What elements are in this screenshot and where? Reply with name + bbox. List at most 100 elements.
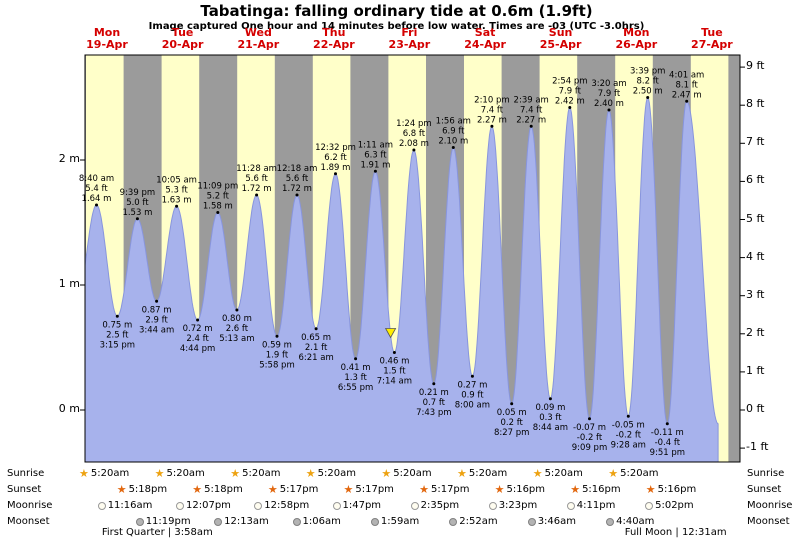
sun-set-icon: ★	[494, 483, 505, 496]
annotation-line: 2.47 m	[672, 90, 702, 100]
day-name: Wed	[244, 26, 272, 39]
annotation-line: 0.7 ft	[423, 398, 446, 408]
annotation-line: 2.27 m	[516, 115, 546, 125]
event-time: 5:20am	[620, 468, 659, 479]
tide-low-annotation: 0.65 m 2.1 ft 6:21 am	[298, 333, 333, 363]
right-axis-label: 2 ft	[746, 325, 765, 339]
day-label: Tue 27-Apr	[691, 27, 733, 51]
annotation-line: 1.9 ft	[266, 350, 289, 360]
moonrise-event: 12:58pm	[254, 499, 309, 512]
event-time: 5:17pm	[430, 484, 470, 495]
tide-high-annotation: 3:20 am 7.9 ft 2.40 m	[591, 79, 626, 109]
event-time: 11:19pm	[145, 516, 191, 527]
annotation-line: 0.9 ft	[461, 390, 484, 400]
tide-extreme-dot	[95, 203, 98, 207]
annotation-line: 11:09 pm	[197, 182, 238, 192]
annotation-line: 8.2 ft	[636, 77, 659, 87]
annotation-line: -0.05 m	[612, 420, 645, 430]
sun-set-icon: ★	[645, 483, 656, 496]
tide-extreme-dot	[470, 374, 474, 378]
sun-set-icon: ★	[116, 483, 127, 496]
sun-set-icon: ★	[192, 483, 203, 496]
event-time: 5:17pm	[355, 484, 394, 495]
event-time: 5:16pm	[506, 484, 546, 495]
annotation-line: 2.5 ft	[106, 330, 129, 340]
annotation-line: 0.27 m	[457, 380, 487, 390]
moonset-event: 4:40am	[606, 515, 654, 528]
annotation-line: -0.11 m	[651, 428, 684, 438]
moonset-event: 2:52am	[449, 515, 498, 528]
plot-border	[84, 54, 741, 463]
day-label: Fri 23-Apr	[389, 27, 431, 51]
tide-extreme-dot	[451, 146, 455, 149]
tide-extreme-dot	[607, 108, 611, 112]
sunrise-event: ★ 5:20am	[79, 467, 129, 480]
annotation-line: 0.65 m	[301, 333, 331, 343]
current-time-marker-icon	[384, 328, 397, 339]
right-axis-label: 4 ft	[746, 249, 765, 263]
moon-set-icon	[606, 517, 615, 526]
day-label: Mon 26-Apr	[615, 27, 657, 51]
sunrise-event: ★ 5:20am	[533, 467, 583, 480]
day-name: Thu	[322, 26, 346, 39]
tide-extreme-dot	[314, 327, 318, 331]
tide-extreme-dot	[216, 211, 220, 214]
tide-low-annotation: 0.75 m 2.5 ft 3:15 pm	[100, 320, 135, 350]
right-axis-label: -1 ft	[746, 440, 769, 454]
day-label: Sun 25-Apr	[540, 27, 582, 51]
moon-rise-icon	[332, 501, 341, 510]
annotation-line: 2:54 pm	[552, 77, 587, 87]
sunset-event: ★ 5:17pm	[419, 483, 469, 496]
tide-low-annotation: 0.72 m 2.4 ft 4:44 pm	[180, 324, 215, 354]
day-date: 27-Apr	[691, 38, 733, 51]
left-axis-label: 2 m	[58, 152, 80, 165]
tide-low-annotation: 0.05 m 0.2 ft 8:27 pm	[494, 408, 529, 438]
annotation-line: 5.3 ft	[165, 185, 188, 195]
sunset-event: ★ 5:16pm	[495, 483, 545, 496]
annotation-line: -0.07 m	[573, 423, 606, 433]
annotation-line: 3:20 am	[591, 79, 626, 89]
annotation-line: 0.87 m	[142, 305, 172, 315]
day-label: Thu 22-Apr	[313, 27, 355, 51]
day-label: Mon 19-Apr	[86, 27, 128, 51]
annotation-line: 0.05 m	[497, 408, 527, 418]
annotation-line: 6.8 ft	[403, 129, 426, 139]
moon-rise-icon	[645, 501, 654, 510]
sun-set-icon: ★	[419, 483, 429, 496]
tide-low-annotation: 0.59 m 1.9 ft 5:58 pm	[259, 340, 294, 370]
annotation-line: 5.2 ft	[207, 192, 230, 202]
annotation-line: 3:44 am	[139, 325, 174, 335]
annotation-line: 1.91 m	[360, 160, 390, 170]
moon-set-icon	[527, 517, 536, 526]
sun-rise-icon: ★	[381, 467, 392, 480]
right-axis-label: 8 ft	[746, 97, 765, 111]
sunset-event: ★ 5:17pm	[344, 483, 394, 496]
tide-extreme-dot	[255, 193, 259, 197]
annotation-line: 2.1 ft	[305, 343, 328, 353]
moonrise-event: 11:16am	[97, 499, 152, 512]
annotation-line: 4:44 pm	[180, 344, 215, 354]
annotation-line: 7.4 ft	[481, 105, 504, 115]
tide-low-annotation: 0.80 m 2.6 ft 5:13 am	[219, 314, 254, 344]
tide-extreme-dot	[392, 351, 396, 354]
annotation-line: 1.53 m	[122, 208, 152, 218]
annotation-line: 1.58 m	[203, 202, 233, 212]
tide-extreme-dot	[510, 402, 514, 406]
moonrise-event: 3:23pm	[488, 499, 537, 512]
tide-high-annotation: 2:10 pm 7.4 ft 2.27 m	[474, 95, 509, 125]
tide-extreme-dot	[196, 318, 200, 322]
tide-extreme-dot	[155, 299, 159, 303]
event-time: 4:11pm	[576, 500, 616, 511]
tide-low-annotation: 0.41 m 1.3 ft 6:55 pm	[338, 363, 373, 393]
moonrise-row-label-right: Moonrise	[747, 500, 793, 511]
annotation-line: 10:05 am	[156, 175, 197, 185]
sunset-row-label-left: Sunset	[7, 484, 42, 495]
event-time: 5:20am	[468, 468, 508, 479]
tide-extreme-dot	[354, 357, 358, 361]
annotation-line: 6:55 pm	[338, 383, 373, 393]
sun-rise-icon: ★	[79, 467, 89, 480]
moon-set-icon	[370, 517, 379, 526]
event-time: 1:06am	[302, 516, 341, 527]
tide-high-annotation: 1:56 am 6.9 ft 2.10 m	[436, 117, 471, 147]
